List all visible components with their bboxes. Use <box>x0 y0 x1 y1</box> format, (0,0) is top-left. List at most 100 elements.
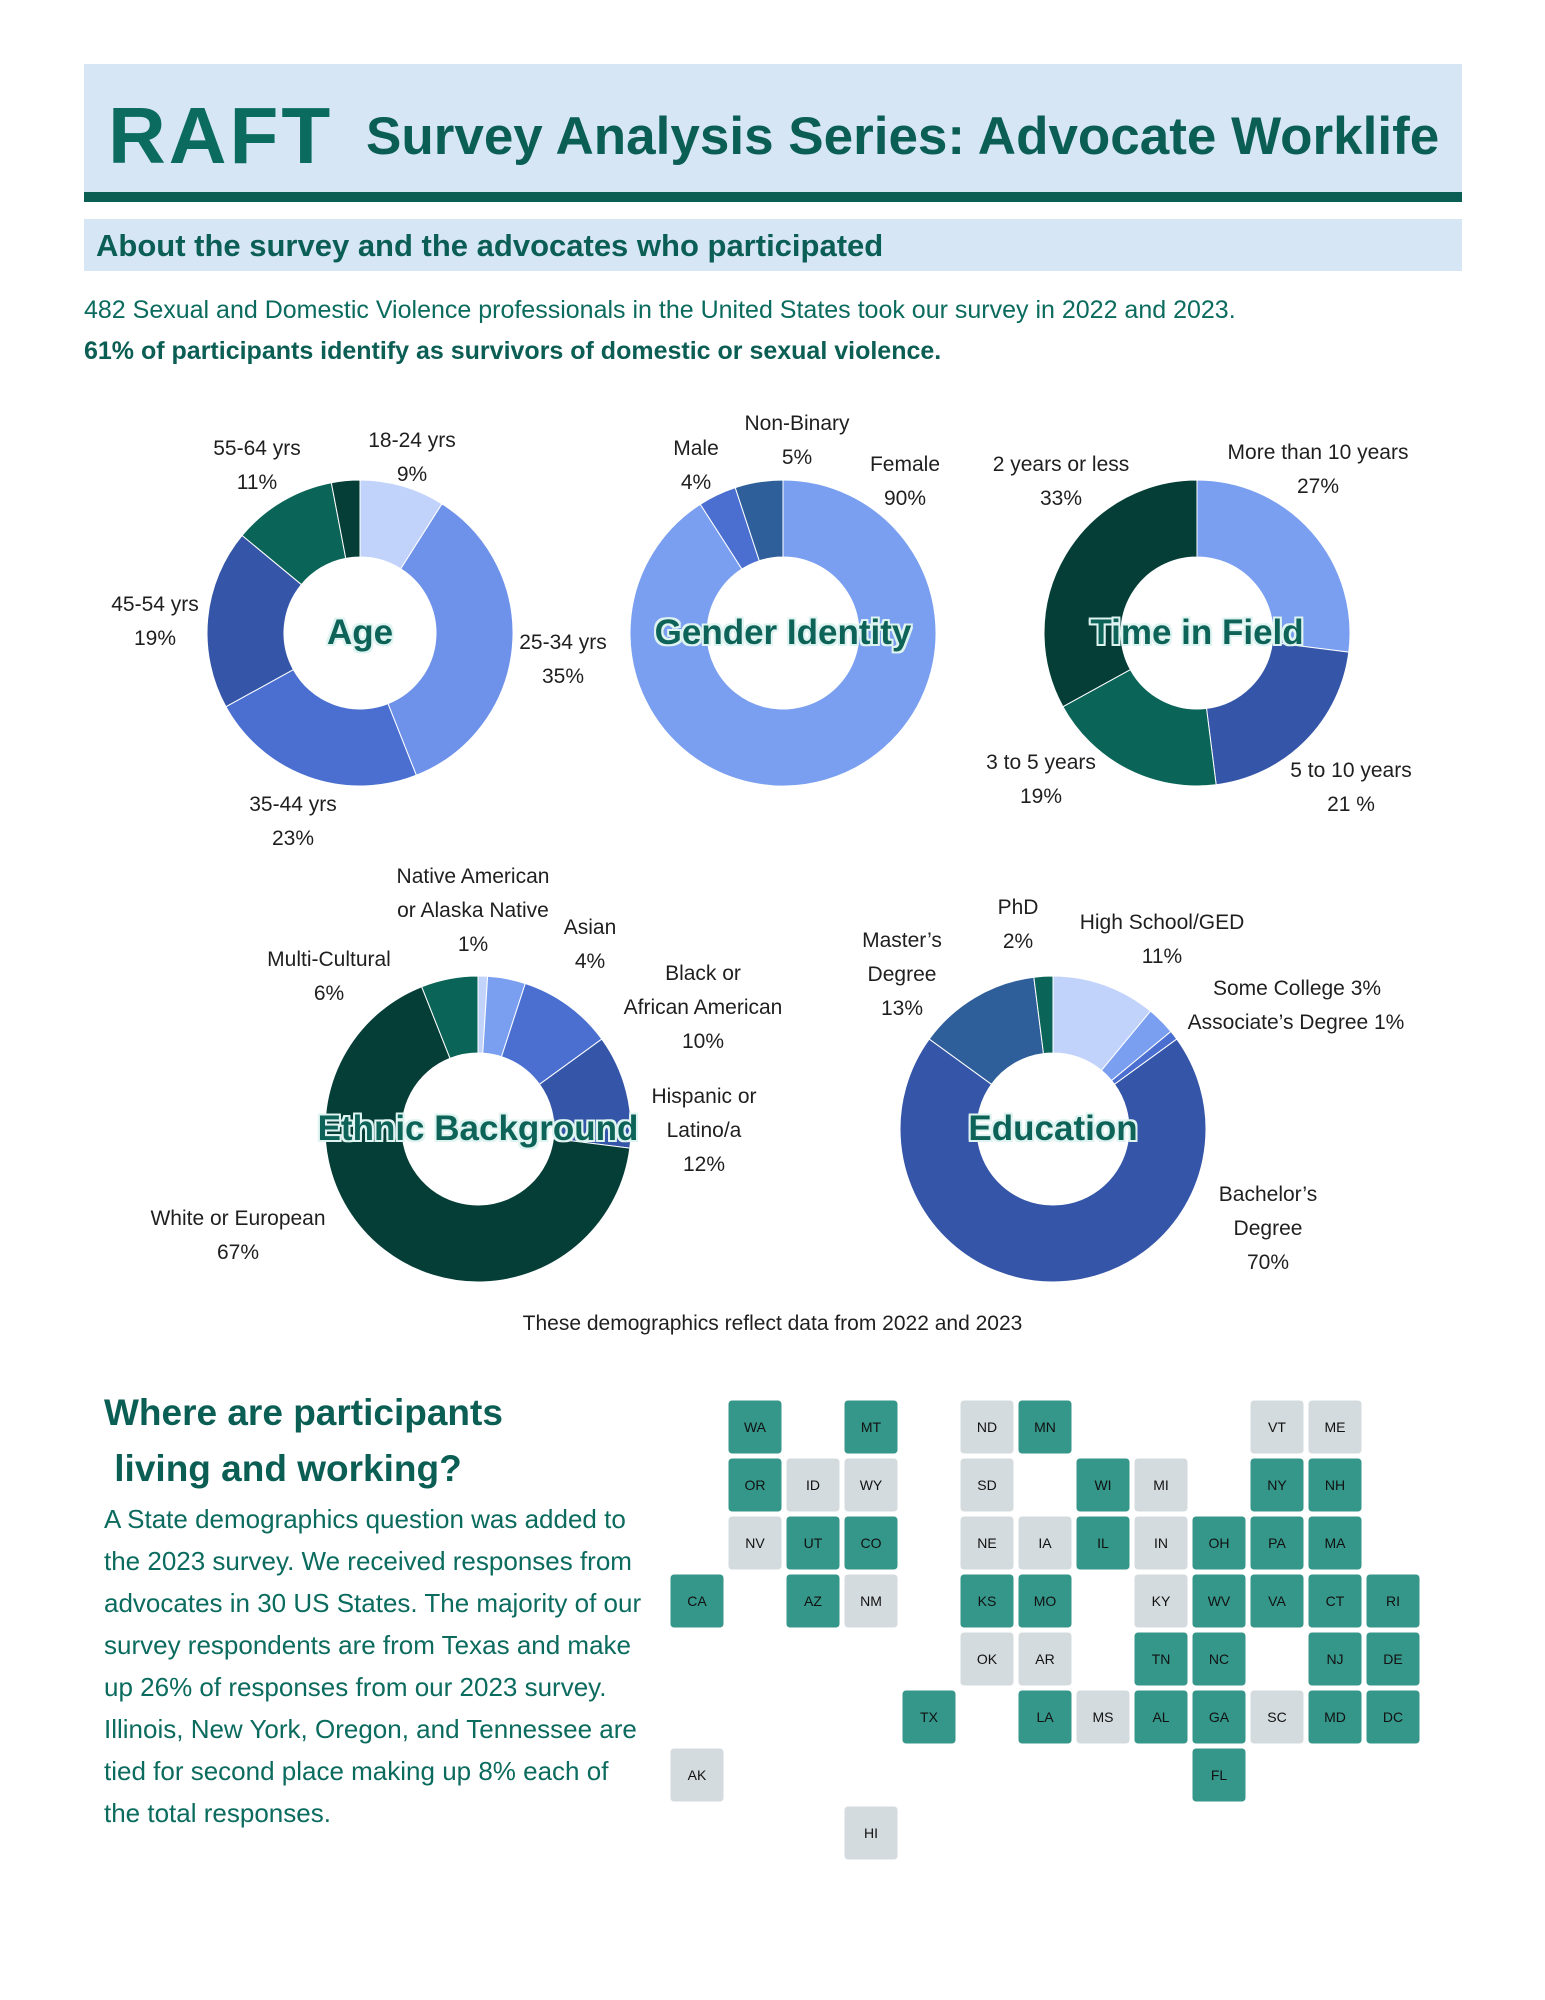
state-in <box>1133 1515 1189 1571</box>
age-label-45-54: 45-54 yrs 19% <box>111 593 199 650</box>
education-label-master: Master’s Degree 13% <box>862 929 942 1020</box>
chart-title-gender: Gender Identity <box>654 613 912 652</box>
state-label-oh: OH <box>1209 1535 1230 1551</box>
state-oh <box>1191 1515 1247 1571</box>
state-mn <box>1017 1399 1073 1455</box>
state-ia <box>1017 1515 1073 1571</box>
ethnic-label-hispanic: Hispanic or Latino/a 12% <box>651 1085 757 1176</box>
survivor-highlight: 61% of participants identify as survivor… <box>84 337 942 365</box>
us-states-map: WA OR CA ID NV MT WY UT AZ CO NM ND SD NE KS OK TX MN IA MO… <box>650 1390 1430 1890</box>
ethnic-label-black: Black or African American 10% <box>623 962 783 1053</box>
state-label-nm: NM <box>860 1593 882 1609</box>
state-ky <box>1133 1573 1189 1629</box>
state-ar <box>1017 1631 1073 1687</box>
slice-age-45-54-yrs <box>206 534 303 708</box>
age-label-55-64: 55-64 yrs 11% <box>213 437 301 494</box>
state-co <box>843 1515 899 1571</box>
slice-gender-identity-non-binary <box>734 479 784 562</box>
state-label-nh: NH <box>1325 1477 1345 1493</box>
gender-label-non-binary: Non-Binary 5% <box>744 412 850 469</box>
state-label-ny: NY <box>1267 1477 1287 1493</box>
state-wa <box>727 1399 783 1455</box>
state-tn <box>1133 1631 1189 1687</box>
slice-ethnic-background-multi-cultural <box>421 975 479 1059</box>
raft-logo: RAFT <box>108 91 334 180</box>
state-label-az: AZ <box>804 1593 822 1609</box>
education-label-bachelor: Bachelor’s Degree 70% <box>1218 1183 1318 1274</box>
state-label-in: IN <box>1154 1535 1168 1551</box>
state-label-or: OR <box>745 1477 766 1493</box>
state-md <box>1307 1689 1363 1745</box>
state-label-mn: MN <box>1034 1419 1056 1435</box>
state-dc <box>1365 1689 1421 1745</box>
state-wi <box>1075 1457 1131 1513</box>
gender-label-female: Female 90% <box>869 453 941 510</box>
state-mt <box>843 1399 899 1455</box>
state-label-la: LA <box>1036 1709 1054 1725</box>
state-ma <box>1307 1515 1363 1571</box>
ethnic-label-asian: Asian 4% <box>563 916 617 973</box>
age-label-35-44: 35-44 yrs 23% <box>249 793 337 850</box>
chart-title-ethnic: Ethnic Background <box>317 1109 639 1148</box>
state-wy <box>843 1457 899 1513</box>
state-label-nj: NJ <box>1326 1651 1343 1667</box>
chart-title-time: Time in Field <box>1090 613 1304 652</box>
ethnic-label-multicultural: Multi-Cultural 6% <box>267 948 391 1005</box>
state-label-ri: RI <box>1386 1593 1400 1609</box>
state-label-ne: NE <box>977 1535 996 1551</box>
slice-age-65- <box>330 479 361 559</box>
state-sc <box>1249 1689 1305 1745</box>
state-il <box>1075 1515 1131 1571</box>
state-label-md: MD <box>1324 1709 1346 1725</box>
state-label-sc: SC <box>1267 1709 1286 1725</box>
state-ct <box>1307 1573 1363 1629</box>
state-label-de: DE <box>1383 1651 1402 1667</box>
about-band <box>84 219 1462 271</box>
donut-charts <box>206 479 1351 1283</box>
slice-education-phd <box>1033 975 1054 1055</box>
state-label-ca: CA <box>687 1593 707 1609</box>
state-la <box>1017 1689 1073 1745</box>
education-label-associate: Associate’s Degree 1% <box>1187 1011 1405 1034</box>
where-heading: Where are participants living and workin… <box>104 1392 503 1489</box>
state-label-wv: WV <box>1208 1593 1231 1609</box>
time-label-10-plus: More than 10 years 27% <box>1227 441 1409 498</box>
header-band <box>84 64 1462 192</box>
state-label-ok: OK <box>977 1651 998 1667</box>
header-rule <box>84 192 1462 202</box>
state-hi <box>843 1805 899 1861</box>
state-ca <box>669 1573 725 1629</box>
slice-time-in-field-5-to-10-years <box>1205 641 1350 786</box>
state-de <box>1365 1631 1421 1687</box>
state-fl <box>1191 1747 1247 1803</box>
education-label-some-college: Some College 3% <box>1212 977 1382 1000</box>
slice-ethnic-background-white-or-european <box>324 986 631 1283</box>
state-vt <box>1249 1399 1305 1455</box>
state-ne <box>959 1515 1015 1571</box>
state-ut <box>785 1515 841 1571</box>
state-me <box>1307 1399 1363 1455</box>
state-label-nv: NV <box>745 1535 765 1551</box>
state-ny <box>1249 1457 1305 1513</box>
state-label-mi: MI <box>1153 1477 1169 1493</box>
state-label-ma: MA <box>1325 1535 1347 1551</box>
state-nd <box>959 1399 1015 1455</box>
state-label-ks: KS <box>978 1593 997 1609</box>
state-label-ct: CT <box>1326 1593 1345 1609</box>
state-label-sd: SD <box>977 1477 996 1493</box>
state-pa <box>1249 1515 1305 1571</box>
state-label-wi: WI <box>1094 1477 1111 1493</box>
state-label-tn: TN <box>1152 1651 1171 1667</box>
state-ks <box>959 1573 1015 1629</box>
state-label-ia: IA <box>1038 1535 1052 1551</box>
state-mo <box>1017 1573 1073 1629</box>
age-label-18-24: 18-24 yrs 9% <box>368 429 456 486</box>
state-label-id: ID <box>806 1477 820 1493</box>
state-label-co: CO <box>861 1535 882 1551</box>
state-or <box>727 1457 783 1513</box>
state-sd <box>959 1457 1015 1513</box>
page-title: Survey Analysis Series: Advocate Worklif… <box>366 107 1440 166</box>
state-va <box>1249 1573 1305 1629</box>
slice-time-in-field-more-than-10-years <box>1196 479 1351 653</box>
time-label-3-5: 3 to 5 years 19% <box>986 751 1096 808</box>
